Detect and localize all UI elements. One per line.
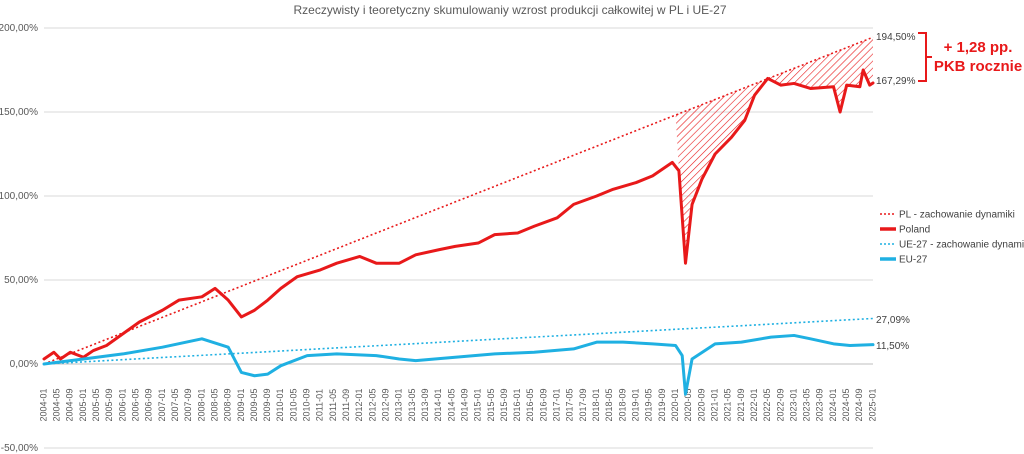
- callout-line-2: PKB rocznie: [934, 58, 1022, 75]
- x-tick-label: 2022-09: [775, 388, 785, 421]
- x-tick-label: 2014-09: [459, 388, 469, 421]
- pl-gap-hatch: [675, 37, 873, 264]
- x-tick-label: 2009-05: [249, 388, 259, 421]
- x-tick-label: 2005-05: [91, 388, 101, 421]
- series-line-ue-27-zachowanie-dynamiki: [43, 317, 874, 365]
- legend-entry: UE-27 - zachowanie dynamiki: [899, 240, 1024, 251]
- callout-bracket: [918, 32, 932, 82]
- x-tick-label: 2014-05: [446, 388, 456, 421]
- x-tick-label: 2019-09: [657, 388, 667, 421]
- x-tick-label: 2020-09: [696, 388, 706, 421]
- legend-entry: Poland: [899, 225, 930, 236]
- x-tick-label: 2016-09: [538, 388, 548, 421]
- series: [42, 36, 875, 396]
- x-tick-label: 2009-01: [236, 388, 246, 421]
- series-line-pl-zachowanie-dynamiki: [43, 36, 874, 365]
- x-tick-label: 2014-01: [433, 388, 443, 421]
- x-tick-label: 2010-09: [302, 388, 312, 421]
- x-tick-label: 2024-05: [841, 388, 851, 421]
- x-tick-label: 2021-01: [709, 388, 719, 421]
- y-tick-label: 0,00%: [10, 359, 38, 370]
- x-tick-label: 2015-05: [486, 388, 496, 421]
- x-tick-label: 2017-01: [552, 388, 562, 421]
- x-tick-label: 2024-09: [854, 388, 864, 421]
- x-tick-label: 2006-05: [130, 388, 140, 421]
- x-tick-label: 2018-01: [591, 388, 601, 421]
- y-tick-label: -50,00%: [1, 443, 38, 454]
- x-tick-label: 2011-01: [315, 389, 325, 421]
- x-tick-label: 2016-05: [525, 388, 535, 421]
- annotations: 194,50% 167,29% 27,09% 11,50% + 1,28 pp.…: [876, 32, 1022, 352]
- x-tick-label: 2007-05: [170, 388, 180, 421]
- y-tick-label: 150,00%: [0, 107, 38, 118]
- series-line-poland: [42, 68, 875, 361]
- y-tick-label: 50,00%: [4, 275, 38, 286]
- y-tick-label: 100,00%: [0, 191, 38, 202]
- x-tick-label: 2020-05: [683, 388, 693, 421]
- x-tick-label: 2022-01: [749, 388, 759, 421]
- chart-title: Rzeczywisty i teoretyczny skumulowaniy w…: [293, 3, 726, 17]
- x-tick-label: 2021-09: [736, 388, 746, 421]
- x-tick-label: 2004-09: [65, 388, 75, 421]
- x-tick-label: 2019-05: [644, 388, 654, 421]
- x-tick-label: 2017-09: [578, 388, 588, 421]
- y-axis: -50,00% 0,00% 50,00% 100,00% 150,00% 200,00%: [0, 23, 38, 454]
- callout-line-1: + 1,28 pp.: [944, 39, 1013, 56]
- x-tick-label: 2007-09: [183, 388, 193, 421]
- eu-actual-end-label: 11,50%: [876, 341, 909, 352]
- x-tick-label: 2020-01: [670, 388, 680, 421]
- x-tick-label: 2006-09: [144, 388, 154, 421]
- x-tick-label: 2008-09: [223, 388, 233, 421]
- x-tick-label: 2011-05: [328, 389, 338, 421]
- x-tick-label: 2006-01: [117, 388, 127, 421]
- x-tick-label: 2024-01: [828, 388, 838, 421]
- x-tick-label: 2012-01: [354, 388, 364, 421]
- x-tick-label: 2004-01: [38, 388, 48, 421]
- series-line-eu-27: [42, 333, 875, 396]
- x-tick-label: 2008-05: [209, 388, 219, 421]
- x-tick-label: 2005-01: [78, 388, 88, 421]
- x-tick-label: 2010-05: [288, 388, 298, 421]
- y-tick-label: 200,00%: [0, 23, 38, 34]
- x-axis: 2004-01 2004-05 2004-09 2005-01 2005-05 2005-…: [38, 363, 877, 422]
- x-tick-label: 2011-09: [341, 389, 351, 421]
- x-tick-label: 2023-01: [788, 388, 798, 421]
- x-tick-label: 2019-01: [631, 388, 641, 421]
- legend: PL - zachowanie dynamiki Poland UE-27 - za…: [880, 210, 1024, 266]
- eu-trend-end-label: 27,09%: [876, 315, 910, 326]
- x-tick-label: 2012-05: [367, 388, 377, 421]
- x-tick-label: 2015-01: [473, 388, 483, 421]
- x-tick-label: 2022-05: [762, 388, 772, 421]
- x-tick-label: 2017-05: [565, 388, 575, 421]
- x-tick-label: 2012-09: [381, 388, 391, 421]
- x-tick-label: 2018-09: [617, 388, 627, 421]
- x-tick-label: 2005-09: [104, 388, 114, 421]
- x-tick-label: 2007-01: [157, 388, 167, 421]
- x-tick-label: 2013-05: [407, 388, 417, 421]
- pl-trend-end-label: 194,50%: [876, 32, 916, 43]
- x-tick-label: 2018-05: [604, 388, 614, 421]
- legend-entry: EU-27: [899, 255, 928, 266]
- x-tick-label: 2015-09: [499, 388, 509, 421]
- x-tick-label: 2004-05: [52, 388, 62, 421]
- x-tick-label: 2023-09: [815, 388, 825, 421]
- x-tick-label: 2009-09: [262, 388, 272, 421]
- x-tick-label: 2008-01: [196, 388, 206, 421]
- x-tick-label: 2013-01: [394, 388, 404, 421]
- pl-actual-end-label: 167,29%: [876, 76, 916, 87]
- x-tick-label: 2021-05: [723, 388, 733, 421]
- x-tick-label: 2016-01: [512, 388, 522, 421]
- x-tick-label: 2010-01: [275, 388, 285, 421]
- legend-entry: PL - zachowanie dynamiki: [899, 210, 1015, 221]
- gap-hatch: [675, 37, 873, 264]
- x-tick-label: 2013-09: [420, 388, 430, 421]
- x-tick-label: 2025-01: [867, 388, 877, 421]
- x-tick-label: 2023-05: [802, 388, 812, 421]
